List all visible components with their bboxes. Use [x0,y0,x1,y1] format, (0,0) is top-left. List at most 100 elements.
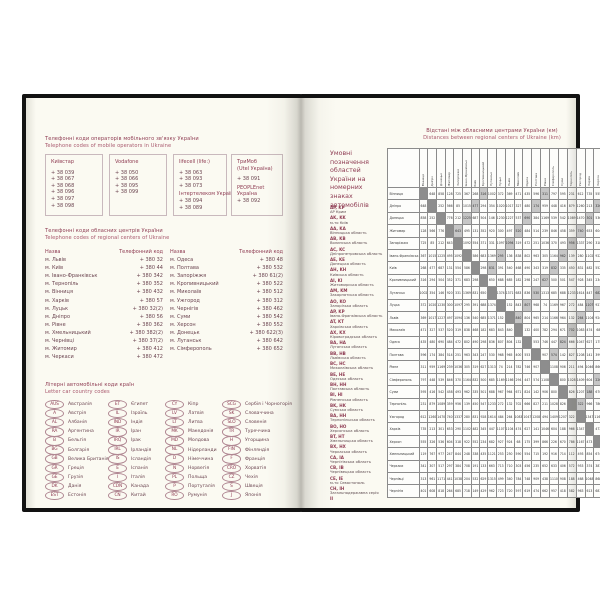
abbr-code: AB, KB [330,236,346,242]
table-row: м. Київ + 380 44 [45,264,163,272]
table-row: м. Дніпро + 380 56 [45,313,163,321]
country-name: Естонія [68,492,86,498]
matrix-cell: 956 [453,397,464,412]
matrix-cell: 352 [478,224,488,238]
abbr-region-name: Одеська область [330,376,364,381]
matrix-cell: 146 [436,286,447,300]
country-code-oval: RO [165,490,184,501]
matrix-cell: 149 [470,484,480,498]
matrix-cell: 352 [445,273,455,288]
abbr-region-name: Львівська область [330,355,366,360]
matrix-cell: 1470 [575,211,586,226]
table-row: Донецьк 858 252 776 212 1225 687 504 146 1230 1227… [387,211,600,226]
country-code-oval: LT [165,418,184,428]
matrix-cell: 471 [513,186,524,201]
matrix-cell: 604 [593,224,600,238]
matrix-cell-diagonal [453,236,464,250]
operator-box-lifecell: lifecell (life:) + 38 063 + 38 093 + 38 073… [173,154,237,216]
matrix-cell: 247 [478,348,488,362]
country-name: Словаччина [245,411,274,417]
matrix-cell: 964 [504,385,515,399]
matrix-row-header: Сімферополь [387,372,420,387]
matrix-cell: 370 [549,236,559,250]
matrix-cell: 226 [593,372,600,387]
matrix-cell: 517 [436,459,447,474]
matrix-col-header: Луцьк [495,148,506,188]
country-name: Молдова [188,438,210,444]
matrix-cell-diagonal [584,422,595,436]
city-code: + 380 512 [256,289,283,296]
matrix-cell: 804 [504,335,515,350]
matrix-cell: 908 [557,471,568,486]
matrix-cell: 776 [436,224,447,238]
matrix-cell: 582 [566,484,577,498]
table-row: м. Луцьк + 380 32(2) [45,305,163,313]
matrix-cell: 458 [445,385,455,399]
matrix-cell: 924 [504,434,515,449]
matrix-cell: 234 [478,434,488,449]
city-name: м. Кропивницький [170,281,219,288]
matrix-cell-diagonal [504,310,515,325]
matrix-cell: 1225 [436,248,447,263]
matrix-cell: 204 [462,471,472,486]
city-name: м. Донецьк [170,329,200,336]
matrix-cell: 301 [436,422,447,436]
matrix-cell: 1337 [575,236,586,250]
matrix-cell: 295 [462,298,472,312]
country-name: Німеччина [188,456,214,462]
matrix-cell: 831 [486,261,497,275]
matrix-cell: 468 [470,323,480,337]
matrix-cell: 687 [436,261,447,275]
matrix-cell: 965 [504,348,515,362]
matrix-cell: 1230 [436,298,447,312]
table-row: м. Рівне + 380 362 [45,321,163,329]
city-name: м. Рівне [45,321,66,328]
col-header-name: Назва [170,249,186,255]
matrix-cell: 231 [566,186,577,201]
matrix-cell: 868 [593,471,600,486]
matrix-cell: 473 [593,422,600,436]
matrix-cell: 962 [462,385,472,399]
matrix-cell: 831 [470,410,480,424]
matrix-cell: 480 [522,199,533,213]
matrix-cell-diagonal [593,434,600,449]
country-code-oval: NL [165,445,184,455]
matrix-col-header: Херсон [593,148,600,188]
matrix-cell: 1036 [453,360,464,374]
matrix-cell: 391 [495,261,506,275]
city-code: + 380 522 [256,281,283,288]
matrix-cell: 400 [513,348,524,362]
matrix-cell: 961 [427,471,438,486]
operator-code: + 38 063 [179,169,203,176]
city-code: + 380 432 [136,289,163,296]
matrix-cell: 331 [486,236,497,250]
matrix-cell: 838 [513,248,524,263]
matrix-cell: 1169 [540,211,551,226]
matrix-cell: 907 [531,360,542,374]
country-code-oval: MK [165,427,184,437]
matrix-cell: 504 [478,211,488,226]
matrix-cell: 688 [495,273,506,288]
matrix-cell: 1614 [486,410,497,424]
matrix-cell: 1167 [575,434,586,449]
matrix-cell: 447 [486,422,497,436]
country-name: Хорватія [245,465,267,471]
matrix-cell: 290 [453,422,464,436]
abbr-region-name: Сумська область [330,407,363,412]
matrix-cell: 909 [531,471,542,486]
city-code: + 380 532 [256,265,283,272]
matrix-cell: 450 [470,397,480,412]
abbr-region-name: Закарпатська область [330,293,374,298]
city-name: м. Хмельницький [45,329,91,336]
matrix-cell: 1002 [418,286,429,300]
country-name: Фінляндія [245,447,270,453]
matrix-col-header: Кропивницький [478,148,488,188]
matrix-cell: 858 [418,211,429,226]
abbr-code: AX, KX [330,329,346,335]
country-name: Португалія [188,483,215,489]
city-name: м. Луганськ [170,338,202,345]
table-row: Івано-Франківськ 367 1015 1225 495 1092 586 683… [387,248,600,263]
matrix-cell: 840 [513,310,524,325]
matrix-cell: 146 [486,211,497,226]
matrix-cell: 499 [495,471,506,486]
